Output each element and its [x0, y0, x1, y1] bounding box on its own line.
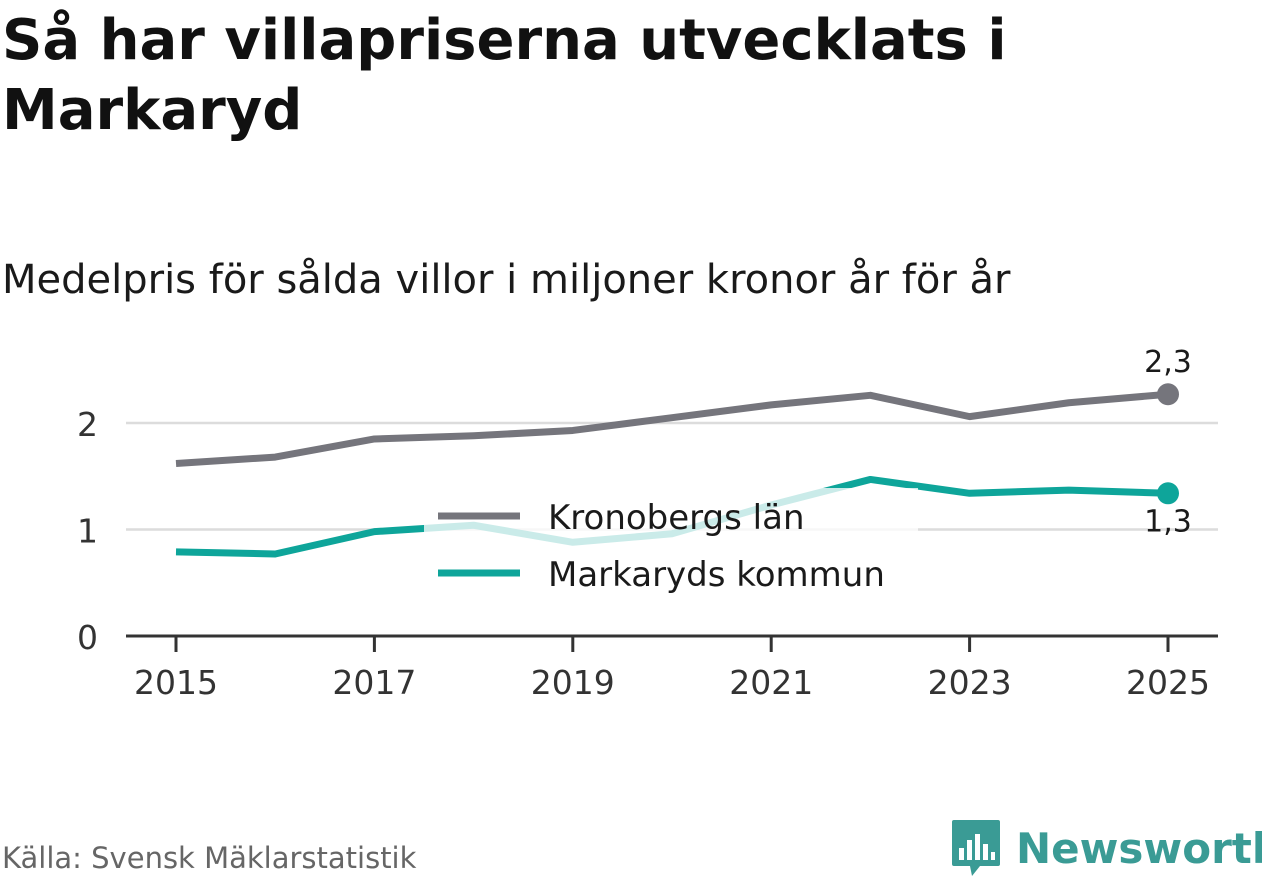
- end-labels: 2,3 1,3: [1144, 345, 1192, 539]
- newsworthy-logo-icon: [952, 820, 1000, 876]
- series-end-point-0: [1157, 383, 1179, 406]
- x-tick-label: 2019: [531, 663, 615, 702]
- legend: Kronobergs län Markaryds kommun: [424, 488, 918, 600]
- line-chart: 0 1 2 2015 2017 2019 2021 2023 2025 Kronobergs l…: [77, 345, 1218, 702]
- legend-label-0: Kronobergs län: [548, 498, 805, 538]
- legend-label-1: Markaryds kommun: [548, 555, 885, 595]
- x-tick-label: 2017: [332, 663, 416, 702]
- axes: 0 1 2 2015 2017 2019 2021 2023 2025: [77, 405, 1218, 702]
- series-end-point-1: [1157, 482, 1179, 505]
- x-tick-label: 2025: [1126, 663, 1210, 702]
- brand-logo: Newsworthy: [950, 818, 1262, 880]
- end-label-0: 2,3: [1144, 345, 1192, 380]
- x-tick-label: 2023: [928, 663, 1012, 702]
- legend-background: [424, 488, 918, 600]
- x-tick-label: 2021: [729, 663, 813, 702]
- x-tick-label: 2015: [134, 663, 218, 702]
- brand-name: Newsworthy: [1016, 824, 1262, 873]
- chart-title: Så har villapriserna utvecklats i Markar…: [2, 8, 1007, 143]
- series-line-0: [175, 390, 1169, 467]
- end-label-1: 1,3: [1144, 504, 1192, 539]
- source-note: Källa: Svensk Mäklarstatistik: [2, 841, 417, 875]
- chart-subtitle: Medelpris för sålda villor i miljoner kr…: [2, 257, 1011, 303]
- y-tick-label: 2: [77, 405, 98, 444]
- y-tick-label: 1: [77, 512, 98, 551]
- y-tick-label: 0: [77, 618, 98, 657]
